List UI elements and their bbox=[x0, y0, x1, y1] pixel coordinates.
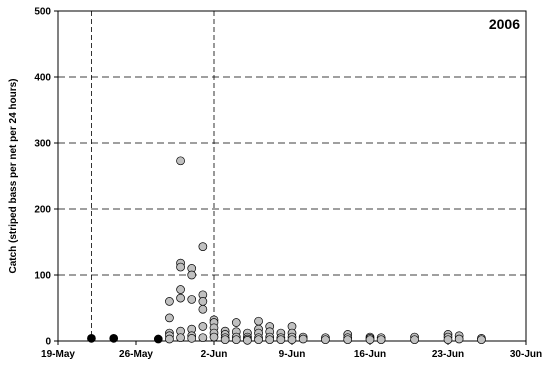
gray-data-point bbox=[477, 335, 486, 345]
gray-data-point bbox=[187, 270, 197, 280]
black-data-point bbox=[153, 334, 163, 344]
x-tick-label: 9-Jun bbox=[279, 349, 306, 360]
gray-data-point bbox=[198, 333, 208, 343]
gray-data-point bbox=[176, 262, 185, 272]
y-tick-label: 300 bbox=[34, 139, 51, 150]
gray-data-point bbox=[276, 335, 286, 345]
gray-data-point bbox=[220, 335, 230, 345]
axis-ticks bbox=[54, 10, 527, 345]
y-tick-label: 100 bbox=[34, 271, 51, 282]
gray-data-point bbox=[209, 332, 219, 342]
y-tick-label: 400 bbox=[34, 73, 51, 84]
gray-data-point bbox=[165, 297, 174, 306]
gray-data-point bbox=[187, 334, 197, 343]
y-tick-label: 200 bbox=[34, 205, 51, 216]
panel-label: 2006 bbox=[489, 16, 520, 32]
event-dashed-lines bbox=[91, 11, 215, 341]
x-tick-label: 23-Jun bbox=[432, 349, 464, 360]
y-tick-labels: 0 100 200 300 400 500 bbox=[34, 7, 51, 348]
gridlines bbox=[58, 76, 526, 276]
gray-data-point bbox=[254, 316, 263, 326]
gray-data-point bbox=[165, 313, 174, 323]
gray-data-point bbox=[265, 335, 275, 345]
gray-data-point bbox=[231, 318, 241, 327]
plot-area-frame bbox=[57, 10, 527, 342]
gray-data-point bbox=[198, 242, 208, 251]
gray-data-point bbox=[198, 304, 208, 314]
x-tick-label: 30-Jun bbox=[510, 349, 542, 360]
black-data-point bbox=[87, 334, 96, 343]
gray-data-point bbox=[176, 156, 185, 166]
x-tick-label: 16-Jun bbox=[354, 349, 386, 360]
y-tick-label: 500 bbox=[34, 7, 51, 18]
gray-data-point bbox=[254, 335, 263, 345]
x-tick-label: 26-May bbox=[119, 349, 153, 360]
gray-data-point bbox=[343, 335, 353, 345]
gray-data-point bbox=[176, 293, 185, 303]
gray-data-point bbox=[321, 335, 330, 345]
gray-data-point bbox=[443, 335, 453, 345]
gray-data-point bbox=[287, 335, 297, 345]
gray-data-point bbox=[187, 295, 197, 304]
black-data-point bbox=[109, 334, 119, 343]
gray-data-point bbox=[365, 335, 375, 345]
gray-data-point bbox=[410, 335, 419, 345]
y-tick-label: 0 bbox=[45, 337, 51, 348]
gray-data-point bbox=[243, 335, 252, 345]
x-tick-labels: 19-May 26-May 2-Jun 9-Jun 16-Jun 23-Jun 30-Jun bbox=[41, 349, 542, 360]
gray-data-point bbox=[165, 334, 174, 344]
gray-data-point bbox=[198, 322, 208, 331]
gray-data-point bbox=[176, 285, 185, 294]
gray-data-point bbox=[298, 334, 308, 344]
gray-data-point bbox=[376, 335, 386, 345]
gray-data-point bbox=[231, 335, 241, 345]
gray-data-point bbox=[198, 297, 208, 306]
x-tick-label: 2-Jun bbox=[201, 349, 228, 360]
gray-data-point bbox=[176, 333, 185, 343]
gray-data-point bbox=[454, 334, 464, 344]
y-axis-title: Catch (striped bass per net per 24 hours… bbox=[8, 78, 19, 273]
data-points bbox=[87, 156, 486, 345]
x-tick-label: 19-May bbox=[41, 349, 75, 360]
